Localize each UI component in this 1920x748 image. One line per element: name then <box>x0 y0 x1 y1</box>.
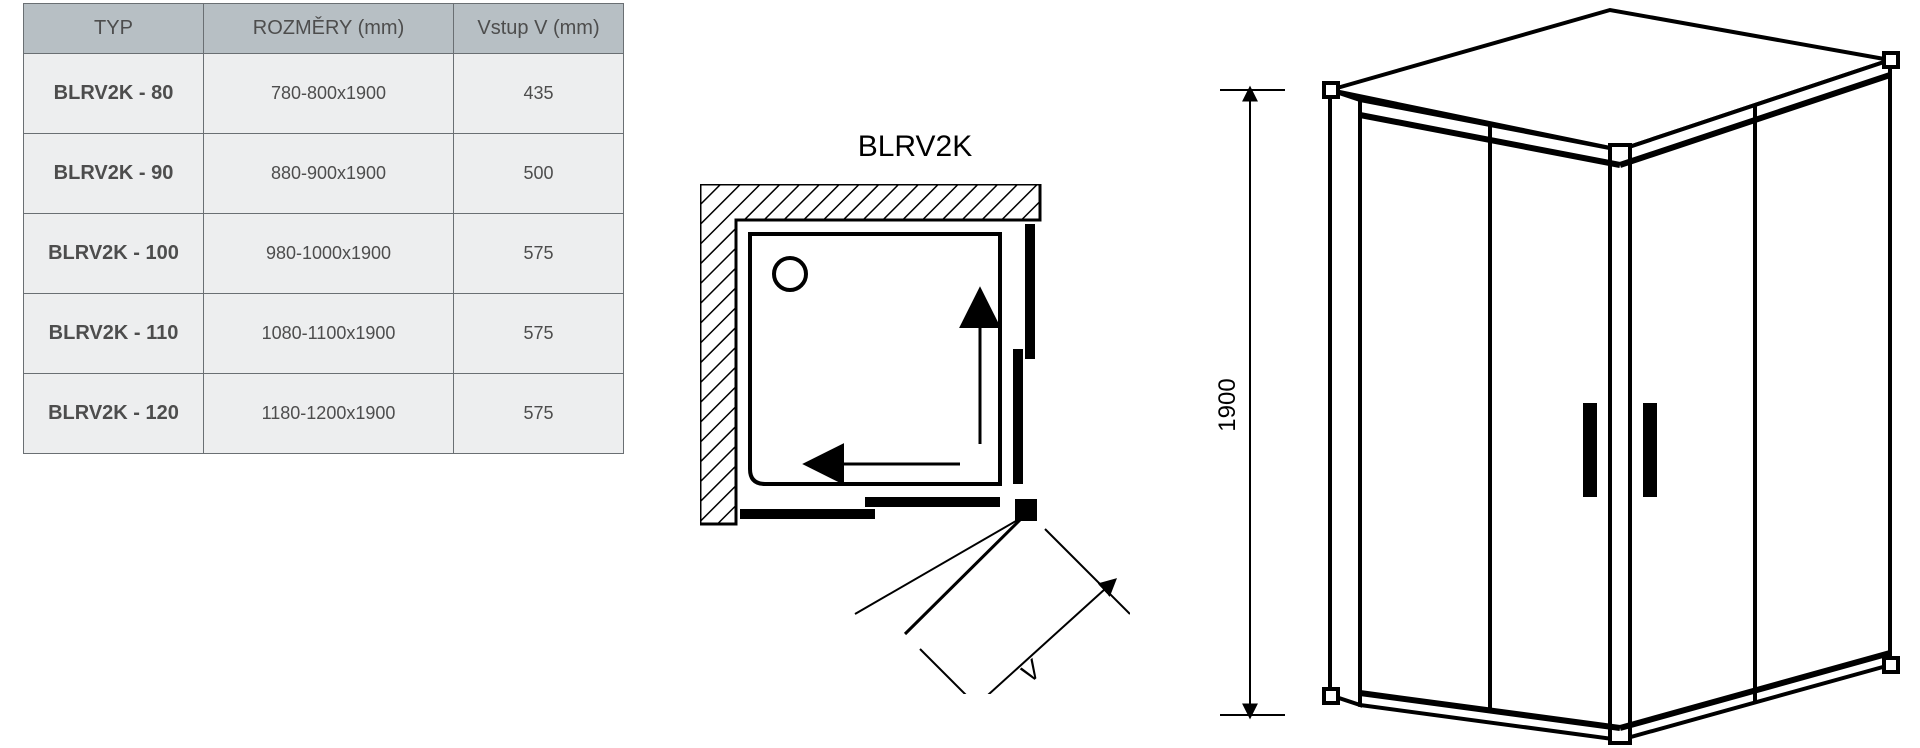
cell-entry: 575 <box>454 214 624 294</box>
door-bottom <box>740 502 1000 514</box>
table-row: BLRV2K - 90 880-900x1900 500 <box>24 134 624 214</box>
shower-tray <box>750 234 1000 484</box>
cell-entry: 500 <box>454 134 624 214</box>
topview-svg: V <box>700 184 1130 694</box>
entry-dimension-label: V <box>1014 653 1049 689</box>
table-row: BLRV2K - 100 980-1000x1900 575 <box>24 214 624 294</box>
topview-title: BLRV2K <box>700 130 1130 164</box>
col-header-entry: Vstup V (mm) <box>454 4 624 54</box>
handle-left <box>1585 405 1595 495</box>
cell-typ: BLRV2K - 120 <box>24 374 204 454</box>
height-dimension-label: 1900 <box>1214 378 1241 431</box>
cell-entry: 575 <box>454 374 624 454</box>
col-header-typ: TYP <box>24 4 204 54</box>
cell-dim: 1080-1100x1900 <box>204 294 454 374</box>
frontview-svg: 1900 <box>1190 5 1910 745</box>
topview-diagram: BLRV2K <box>700 130 1130 694</box>
corner-post <box>1015 499 1037 521</box>
cell-dim: 880-900x1900 <box>204 134 454 214</box>
table-header-row: TYP ROZMĚRY (mm) Vstup V (mm) <box>24 4 624 54</box>
cell-typ: BLRV2K - 110 <box>24 294 204 374</box>
table-row: BLRV2K - 110 1080-1100x1900 575 <box>24 294 624 374</box>
entry-dimension: V <box>920 529 1130 694</box>
table-row: BLRV2K - 80 780-800x1900 435 <box>24 54 624 134</box>
table-row: BLRV2K - 120 1180-1200x1900 575 <box>24 374 624 454</box>
handle-right <box>1645 405 1655 495</box>
cell-dim: 1180-1200x1900 <box>204 374 454 454</box>
height-dimension: 1900 <box>1214 90 1285 715</box>
enclosure <box>1324 10 1898 743</box>
cell-typ: BLRV2K - 100 <box>24 214 204 294</box>
cell-dim: 780-800x1900 <box>204 54 454 134</box>
cell-typ: BLRV2K - 80 <box>24 54 204 134</box>
cell-entry: 435 <box>454 54 624 134</box>
cell-typ: BLRV2K - 90 <box>24 134 204 214</box>
frontview-diagram: 1900 <box>1190 5 1910 745</box>
cell-dim: 980-1000x1900 <box>204 214 454 294</box>
spec-table: TYP ROZMĚRY (mm) Vstup V (mm) BLRV2K - 8… <box>23 3 624 454</box>
door-right <box>1018 224 1030 484</box>
col-header-dim: ROZMĚRY (mm) <box>204 4 454 54</box>
spec-table-container: TYP ROZMĚRY (mm) Vstup V (mm) BLRV2K - 8… <box>23 3 624 454</box>
open-line-1 <box>905 512 1028 634</box>
cell-entry: 575 <box>454 294 624 374</box>
